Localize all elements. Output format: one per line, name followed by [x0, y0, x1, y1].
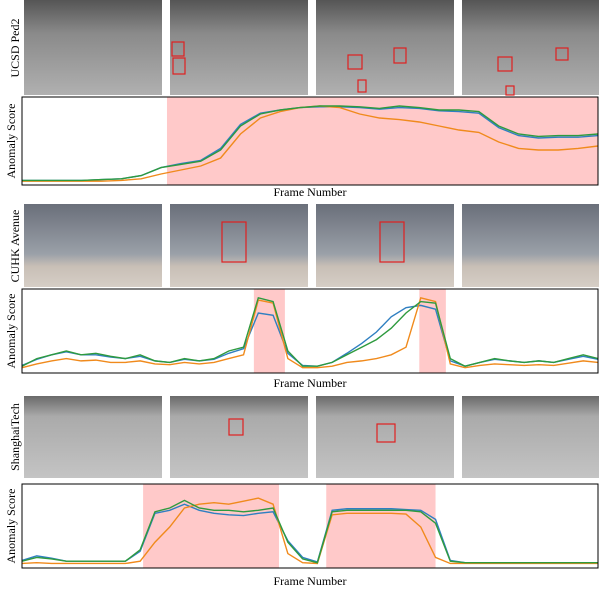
plot-frame [22, 484, 598, 568]
row-label: ShanghaiTech [8, 403, 22, 471]
frame-image [24, 396, 162, 478]
y-axis-label: Anomaly Score [4, 489, 18, 564]
score-line [22, 504, 598, 563]
row-label: CUHK Avenue [8, 210, 22, 283]
frame-image [316, 204, 454, 287]
y-axis-label: Anomaly Score [4, 294, 18, 369]
image-row [24, 204, 599, 287]
image-row [24, 396, 599, 478]
frame-image [170, 204, 308, 287]
score-line [22, 305, 598, 366]
image-row [24, 0, 599, 95]
x-axis-label: Frame Number [274, 376, 347, 390]
frame-image [462, 0, 599, 95]
frame-image [316, 0, 454, 95]
figure: UCSD Ped2 CUHK Avenue ShanghaiTech Anoma… [0, 0, 599, 594]
anomaly-region [143, 484, 279, 568]
score-line [22, 498, 598, 563]
frame-image [24, 204, 162, 287]
row-label: UCSD Ped2 [8, 18, 22, 77]
frame-image [462, 204, 599, 287]
frame-image [316, 396, 454, 478]
frame-image [24, 0, 162, 95]
anomaly-region [167, 97, 598, 185]
frame-image [462, 396, 599, 478]
frame-image [170, 396, 308, 478]
x-axis-label: Frame Number [274, 574, 347, 588]
score-line [22, 500, 598, 562]
image-rows: UCSD Ped2 CUHK Avenue ShanghaiTech [8, 0, 599, 478]
x-axis-label: Frame Number [274, 185, 347, 199]
plot-frame [22, 289, 598, 373]
y-axis-label: Anomaly Score [4, 104, 18, 179]
score-line [22, 298, 598, 366]
frame-image [170, 0, 308, 95]
